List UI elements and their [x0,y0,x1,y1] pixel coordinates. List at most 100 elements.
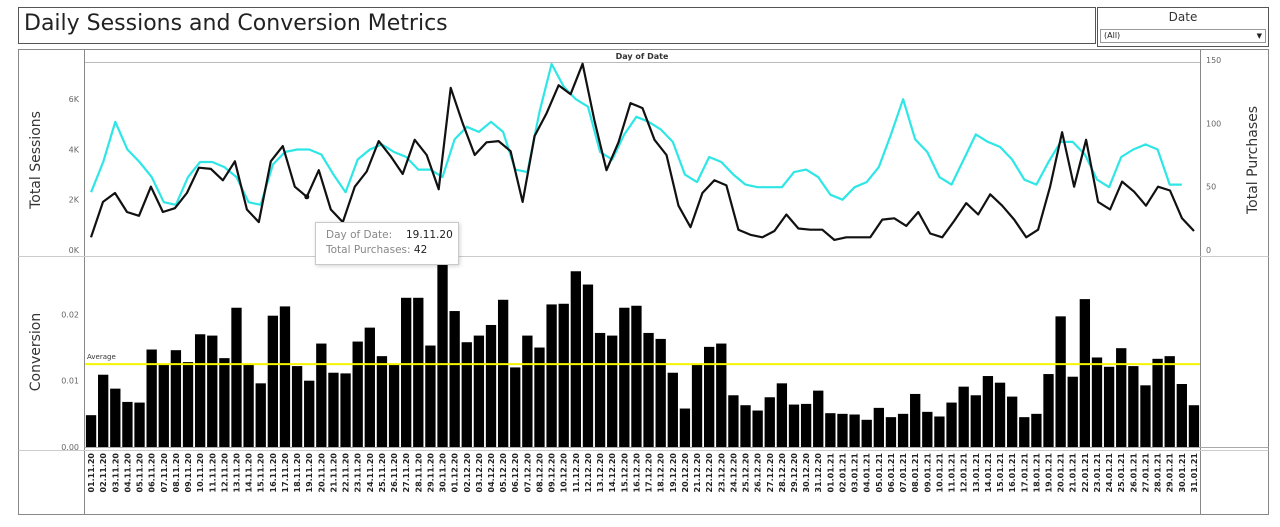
conversion-bar [582,284,594,447]
conversion-bar [352,341,363,447]
hovered-point-marker [304,194,310,200]
conversion-bar [510,367,521,447]
x-tick-label: 24.01.21 [1105,453,1114,493]
conversion-bar [922,411,933,447]
x-tick-label: 13.12.20 [596,453,605,493]
conversion-bar [800,403,812,447]
conversion-tick-label: 0.00 [61,443,79,452]
conversion-bar [594,332,606,447]
conversion-bar [376,356,388,447]
conversion-bar [146,349,157,447]
purchases-line [89,62,1195,241]
average-reference: Average [85,353,1200,366]
conversion-bar [219,358,230,447]
conversion-bar [982,376,994,447]
conversion-bar [849,414,860,447]
conversion-bar [958,386,969,447]
x-tick-label: 03.11.20 [111,453,120,493]
conversion-bar [1188,405,1200,447]
conversion-bar [1176,384,1187,447]
left-tick-label: 4K [69,145,80,154]
x-tick-label: 18.01.21 [1032,453,1041,493]
x-axis-labels: 01.11.20 02.11.20 03.11.20 04.11.20 05.11.20… [87,453,1199,493]
date-filter-selected: (All) [1104,31,1121,40]
conversion-bar [934,416,945,447]
chevron-down-icon[interactable]: ▼ [1256,32,1262,40]
conversion-bar [401,297,412,447]
x-tick-label: 29.12.20 [790,453,799,493]
conversion-bar [364,327,375,447]
x-tick-label: 08.12.20 [536,453,545,493]
x-tick-label: 14.11.20 [245,453,254,493]
conversion-bar [607,335,618,447]
conversion-bar [85,415,97,447]
x-tick-label: 07.11.20 [160,453,169,493]
x-tick-label: 14.12.20 [608,453,617,493]
tooltip-date-label: Day of Date: [326,229,393,241]
conversion-bar [946,402,957,447]
conversion-bar [497,299,509,447]
conversion-bar [122,401,133,447]
x-tick-label: 22.11.20 [342,453,351,493]
x-tick-label: 09.01.21 [923,453,932,493]
x-tick-label: 25.11.20 [378,453,387,493]
x-tick-label: 21.01.21 [1069,453,1078,493]
conversion-bar [437,258,448,447]
x-tick-label: 26.11.20 [390,453,399,493]
x-tick-label: 28.12.20 [778,453,787,493]
x-tick-label: 20.12.20 [681,453,690,493]
conversion-bar [619,307,630,447]
right-tick-label: 50 [1206,183,1216,192]
conversion-bar [704,346,715,447]
x-tick-label: 30.01.21 [1178,453,1187,493]
conversion-bar [1043,374,1054,447]
x-tick-label: 05.01.21 [875,453,884,493]
date-filter-label: Date [1168,10,1198,24]
x-tick-label: 25.01.21 [1117,453,1126,493]
conversion-bar [231,307,242,447]
conversion-bar [1031,413,1042,447]
conversion-bar [1079,299,1091,447]
x-tick-label: 22.12.20 [705,453,714,493]
conversion-bar [752,410,763,447]
conversion-bar [643,332,654,447]
x-tick-label: 15.01.21 [996,453,1005,493]
x-tick-label: 05.11.20 [136,453,145,493]
x-tick-label: 11.01.21 [948,453,957,493]
right-tick-label: 100 [1206,119,1221,128]
x-tick-label: 10.11.20 [196,453,205,493]
x-tick-label: 27.11.20 [402,453,411,493]
x-tick-label: 08.01.21 [911,453,920,493]
date-filter-dropdown[interactable]: (All) ▼ [1100,29,1266,43]
left-axis-ticks: 0K 2K 4K 6K [69,95,80,255]
tooltip-date-value: 19.11.20 [406,229,453,241]
conversion-bar [473,335,485,447]
x-tick-label: 03.12.20 [475,453,484,493]
conversion-bar [655,338,666,447]
conversion-tick-label: 0.02 [61,310,79,319]
x-tick-label: 01.11.20 [87,453,96,493]
x-tick-label: 14.01.21 [984,453,993,493]
dashboard-title: Daily Sessions and Conversion Metrics [24,11,448,36]
conversion-bar [134,402,145,447]
tooltip: Day of Date: 19.11.20 Total Purchases: 4… [315,222,459,265]
conversion-bar [1006,396,1018,447]
x-tick-label: 21.11.20 [330,453,339,493]
x-tick-label: 19.12.20 [669,453,678,493]
x-tick-label: 17.01.21 [1020,453,1029,493]
x-tick-label: 12.11.20 [220,453,229,493]
conversion-bar [485,324,497,447]
x-tick-label: 11.12.20 [572,453,581,493]
date-filter: Date (All) ▼ [1097,7,1269,47]
right-tick-label: 150 [1206,56,1221,65]
x-tick-label: 20.01.21 [1057,453,1066,493]
tooltip-purchases-value: 42 [413,244,428,256]
conversion-bar [316,343,327,447]
x-tick-label: 30.11.20 [439,453,448,493]
x-tick-label: 26.12.20 [754,453,763,493]
conversion-bar [279,306,291,447]
x-tick-label: 25.12.20 [742,453,751,493]
column-header: Day of Date [616,52,669,61]
x-tick-label: 24.12.20 [729,453,738,493]
